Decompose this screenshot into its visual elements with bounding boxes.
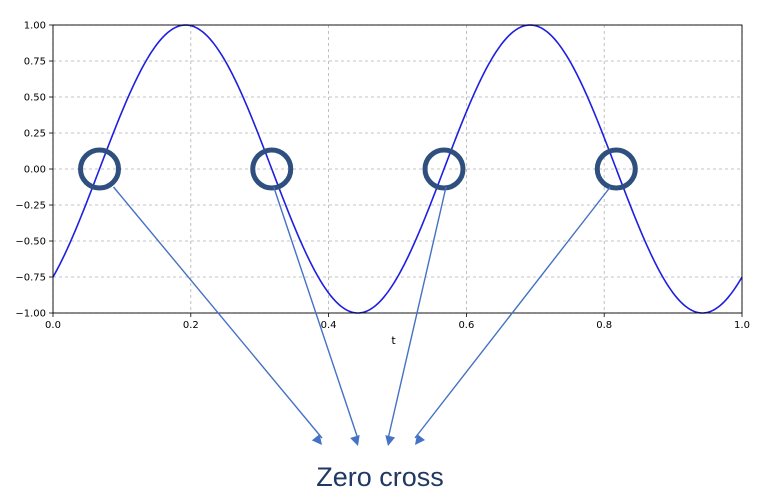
zero-cross-arrow (414, 186, 611, 439)
sine-wave-line (52, 24, 743, 314)
zero-cross-marker (422, 147, 466, 191)
zero-cross-arrow (387, 186, 447, 440)
y-tick-label: −0.75 (15, 273, 46, 284)
y-tick-label: 0.50 (24, 93, 46, 104)
grid (52, 24, 743, 314)
zero-cross-marker (594, 147, 638, 191)
zero-cross-arrowhead (415, 434, 426, 445)
y-tick-label: −1.00 (15, 309, 46, 320)
zero-cross-arrowhead (311, 434, 322, 445)
zero-cross-arrows (112, 186, 611, 446)
zero-cross-markers (78, 147, 638, 191)
zero-cross-marker (78, 147, 122, 191)
y-axis: 1.00 0.75 0.50 0.25 0.00 −0.25 −0.50 −0.75 −1.00 (15, 21, 53, 320)
zero-cross-arrowhead (385, 435, 396, 446)
x-axis-label: t (391, 334, 396, 347)
x-tick-label: 0.4 (321, 320, 337, 331)
y-tick-label: 0.00 (24, 165, 46, 176)
x-tick-label: 0.8 (596, 320, 612, 331)
y-tick-label: −0.25 (15, 201, 46, 212)
y-tick-label: 0.25 (24, 129, 46, 140)
zero-cross-marker (250, 147, 294, 191)
y-tick-label: 1.00 (24, 21, 46, 32)
x-tick-label: 0.6 (458, 320, 474, 331)
x-tick-label: 0.2 (183, 320, 199, 331)
y-tick-label: 0.75 (24, 57, 46, 68)
x-axis: 0.0 0.2 0.4 0.6 0.8 1.0 (45, 313, 750, 331)
y-tick-label: −0.50 (15, 237, 46, 248)
zero-cross-arrow (112, 186, 323, 439)
plot-area (52, 24, 743, 314)
zero-cross-caption: Zero cross (316, 462, 444, 492)
zero-cross-arrow (273, 186, 359, 440)
x-tick-label: 1.0 (734, 320, 750, 331)
zero-cross-arrowhead (350, 434, 360, 446)
x-tick-label: 0.0 (45, 320, 61, 331)
